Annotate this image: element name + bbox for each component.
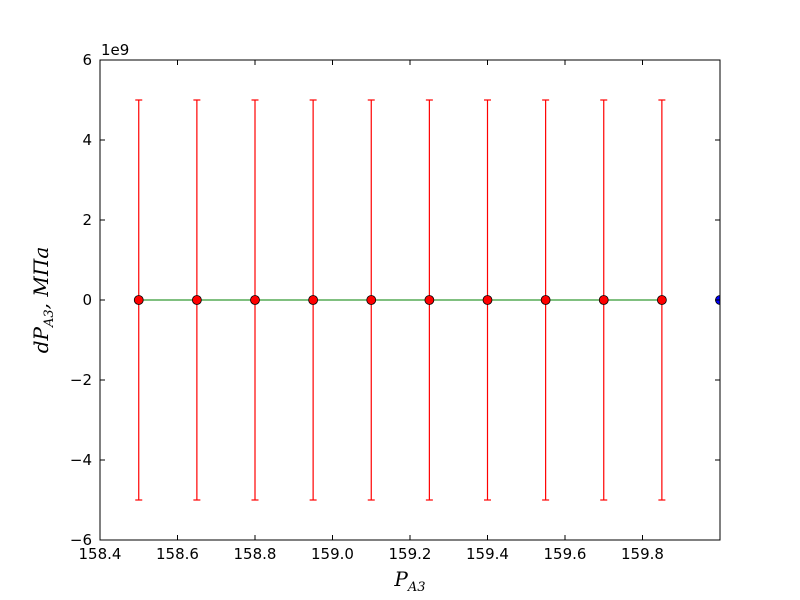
y-axis-label: dPA3, МПа bbox=[29, 247, 57, 354]
errorbar-9 bbox=[598, 99, 609, 501]
errorbar-10 bbox=[656, 99, 667, 501]
errorbar-8 bbox=[540, 99, 551, 501]
data-point bbox=[250, 295, 260, 305]
x-tick-label: 159.0 bbox=[311, 545, 354, 563]
data-point bbox=[424, 295, 435, 305]
errorbar-6 bbox=[424, 99, 435, 501]
errorbar-1 bbox=[133, 99, 144, 501]
x-tick-label: 158.8 bbox=[234, 545, 277, 563]
y-tick-label: 2 bbox=[82, 211, 92, 229]
data-point bbox=[540, 295, 551, 305]
y-tick-label: −6 bbox=[70, 531, 92, 549]
y-tick-label: 4 bbox=[82, 131, 92, 149]
data-point bbox=[191, 295, 202, 305]
x-tick-label: 159.6 bbox=[544, 545, 587, 563]
errorbar-2 bbox=[191, 99, 202, 501]
y-tick-label: −2 bbox=[70, 371, 92, 389]
y-axis-label-suffix: , МПа bbox=[29, 247, 53, 310]
errorbar-3 bbox=[250, 99, 260, 501]
y-tick-label: 6 bbox=[82, 51, 92, 69]
data-point bbox=[656, 295, 667, 305]
y-tick-label: 0 bbox=[82, 291, 92, 309]
data-point bbox=[308, 295, 319, 305]
errorbar-7 bbox=[482, 99, 493, 501]
axes-layer: 158.4 158.6 158.8 159.0 159.2 159.4 159.6 159.8… bbox=[70, 51, 720, 563]
errorbar-4 bbox=[308, 99, 319, 501]
y-axis-label-main: dP bbox=[29, 326, 53, 353]
x-tick-label: 159.4 bbox=[466, 545, 509, 563]
x-tick-label: 158.4 bbox=[79, 545, 122, 563]
y-axis-multiplier: 1e9 bbox=[101, 41, 129, 59]
y-axis-label-sub: A3 bbox=[42, 309, 57, 328]
x-axis-label: PA3 bbox=[393, 567, 425, 595]
plot-layer bbox=[133, 99, 720, 501]
x-tick-label: 159.2 bbox=[389, 545, 432, 563]
x-axis-label-main: P bbox=[393, 567, 408, 591]
x-axis-label-sub: A3 bbox=[407, 580, 426, 595]
data-point bbox=[133, 295, 144, 305]
x-tick-label: 158.6 bbox=[156, 545, 199, 563]
data-point bbox=[598, 295, 609, 305]
x-tick-label: 159.8 bbox=[621, 545, 664, 563]
errorbar-5 bbox=[366, 99, 377, 501]
data-point bbox=[366, 295, 377, 305]
y-tick-label: −4 bbox=[70, 451, 92, 469]
data-point bbox=[482, 295, 493, 305]
